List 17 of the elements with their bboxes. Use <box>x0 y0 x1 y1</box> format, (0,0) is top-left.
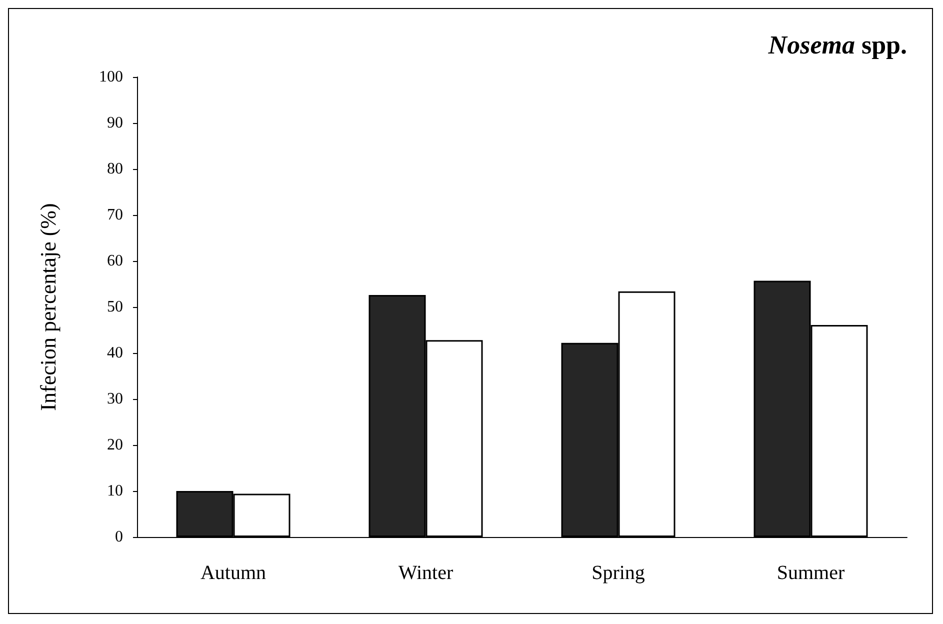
y-tick-label: 20 <box>107 436 123 454</box>
x-tick-label: Autumn <box>200 562 266 584</box>
y-tick-label: 60 <box>107 252 123 270</box>
y-tick-label: 90 <box>107 114 123 132</box>
x-tick-label: Spring <box>592 562 645 584</box>
x-tick-label: Summer <box>776 562 845 584</box>
chart-title: Nosema spp. <box>767 30 908 60</box>
y-axis-title: Infecion percentaje (%) <box>36 203 60 411</box>
y-tick-label: 40 <box>107 344 123 362</box>
x-tick-label: Winter <box>398 562 454 584</box>
y-tick-label: 10 <box>107 482 123 500</box>
y-tick-label: 100 <box>99 68 123 86</box>
y-tick-label: 0 <box>115 528 123 546</box>
y-tick-label: 70 <box>107 206 123 224</box>
y-tick-label: 80 <box>107 160 123 178</box>
y-tick-label: 30 <box>107 390 123 408</box>
y-tick-label: 50 <box>107 298 123 316</box>
